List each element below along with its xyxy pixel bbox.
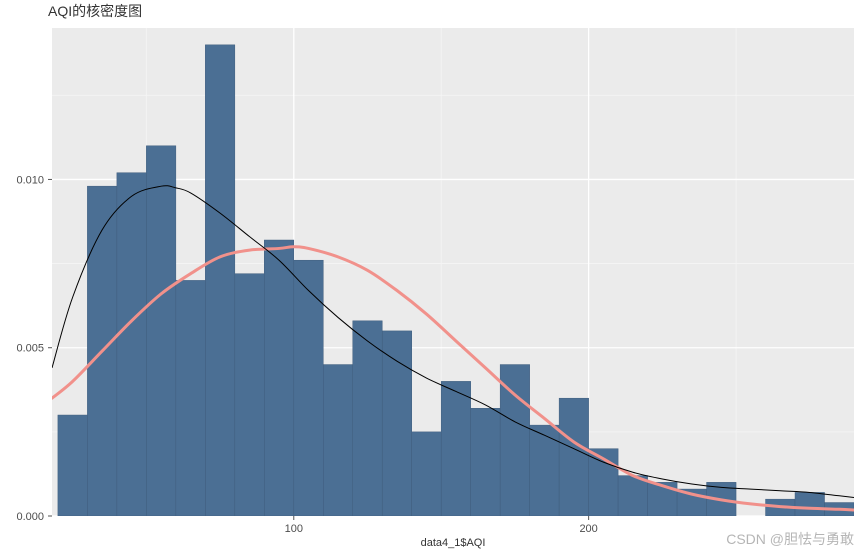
histogram-bar bbox=[471, 408, 500, 516]
histogram-bar bbox=[323, 365, 352, 516]
chart-title: AQI的核密度图 bbox=[48, 3, 142, 19]
histogram-bar bbox=[412, 432, 441, 516]
y-tick-label: 0.005 bbox=[16, 343, 44, 355]
histogram-bar bbox=[353, 321, 382, 516]
histogram-bar bbox=[618, 476, 647, 516]
histogram-bar bbox=[146, 146, 175, 516]
histogram-bar bbox=[117, 173, 146, 516]
histogram-bar bbox=[441, 381, 470, 516]
x-tick-label: 200 bbox=[579, 523, 597, 535]
histogram-bar bbox=[382, 331, 411, 516]
x-axis-label: data4_1$AQI bbox=[421, 537, 486, 549]
histogram-bar bbox=[294, 260, 323, 516]
chart-container: AQI的核密度图 100 200 0.000 0.005 0.010 data4_1$AQI… bbox=[0, 0, 866, 552]
histogram-bar bbox=[559, 398, 588, 516]
histogram-bar bbox=[176, 280, 205, 516]
y-tick-label: 0.010 bbox=[16, 174, 44, 186]
histogram-bar bbox=[530, 425, 559, 516]
x-tick-label: 100 bbox=[285, 523, 303, 535]
histogram-bar bbox=[205, 45, 234, 516]
density-histogram-chart: AQI的核密度图 100 200 0.000 0.005 0.010 data4_1$AQI… bbox=[0, 0, 866, 552]
histogram-bar bbox=[235, 274, 264, 516]
watermark: CSDN @胆怯与勇敢 bbox=[726, 531, 854, 547]
histogram-bar bbox=[58, 415, 87, 516]
histogram-bar bbox=[264, 240, 293, 516]
histogram-bar bbox=[795, 492, 824, 516]
y-tick-label: 0.000 bbox=[16, 511, 44, 523]
